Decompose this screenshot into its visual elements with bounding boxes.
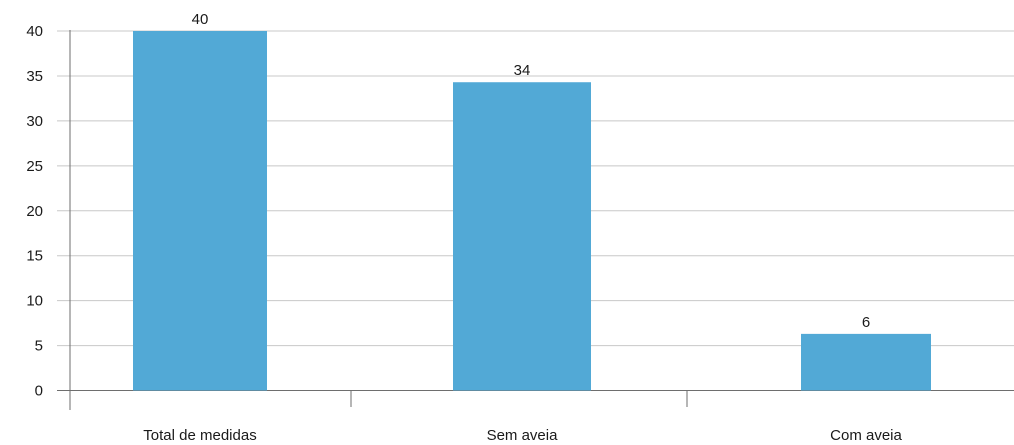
data-label: 6 [862,314,870,331]
bar-total-de-medidas [133,31,267,391]
x-axis: Total de medidas Sem aveia Com aveia [143,390,903,444]
y-tick-label: 15 [26,248,43,265]
bars [133,31,931,391]
x-category-label: Sem aveia [487,427,559,444]
x-category-label: Com aveia [830,427,902,444]
y-tick-label: 35 [26,68,43,85]
y-tick-label: 30 [26,113,43,130]
y-axis: 0 5 10 15 20 25 30 35 40 [26,23,71,410]
bar-sem-aveia [453,82,591,391]
y-tick-label: 0 [35,383,43,400]
y-tick-label: 25 [26,158,43,175]
data-labels: 40 34 6 [192,11,871,331]
y-tick-label: 40 [26,23,43,40]
bar-com-aveia [801,333,931,391]
x-category-label: Total de medidas [143,427,256,444]
y-tick-label: 20 [26,203,43,220]
data-label: 34 [514,62,531,79]
y-tick-label: 5 [35,338,43,355]
y-tick-label: 10 [26,293,43,310]
data-label: 40 [192,11,209,28]
